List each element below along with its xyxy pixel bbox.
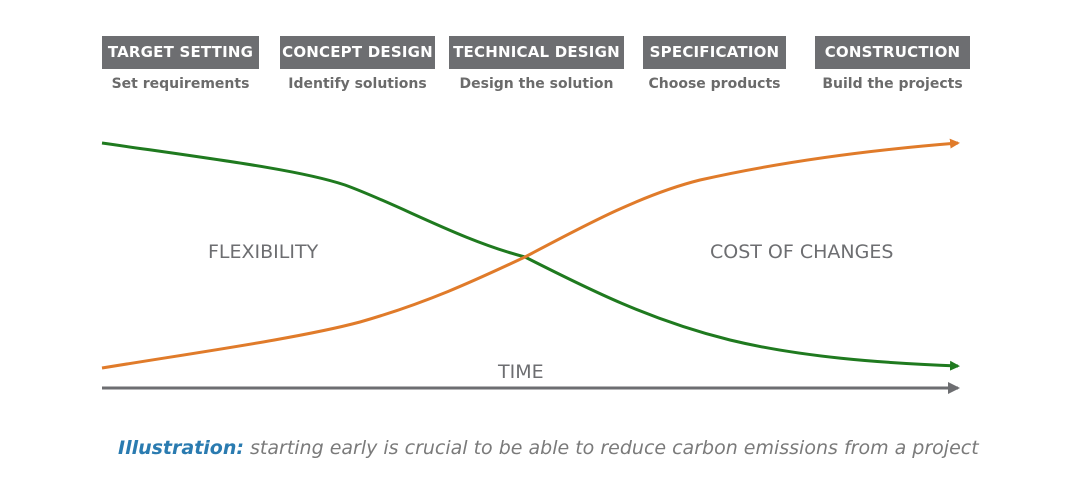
phase-subtitle: Choose products: [648, 76, 781, 92]
phase-header: TECHNICAL DESIGN: [449, 36, 624, 69]
phase-subtitle: Identify solutions: [288, 76, 427, 92]
phase-header: TARGET SETTING: [102, 36, 259, 69]
phase-header: CONSTRUCTION: [815, 36, 970, 69]
caption: Illustration: starting early is crucial …: [118, 437, 979, 459]
phase-0: TARGET SETTING Set requirements: [102, 36, 259, 92]
cost-curve: [101, 138, 960, 370]
phase-4: CONSTRUCTION Build the projects: [815, 36, 970, 92]
phase-header: CONCEPT DESIGN: [280, 36, 435, 69]
phase-subtitle: Design the solution: [459, 76, 614, 92]
phase-3: SPECIFICATION Choose products: [643, 36, 786, 92]
flexibility-label: FLEXIBILITY: [208, 241, 319, 263]
phase-header: SPECIFICATION: [643, 36, 786, 69]
phase-2: TECHNICAL DESIGN Design the solution: [449, 36, 624, 92]
phase-subtitle: Set requirements: [111, 76, 250, 92]
phase-1: CONCEPT DESIGN Identify solutions: [280, 36, 435, 92]
cost-of-changes-label: COST OF CHANGES: [710, 241, 894, 263]
phase-subtitle: Build the projects: [822, 76, 963, 92]
caption-text: starting early is crucial to be able to …: [243, 437, 979, 459]
caption-lead: Illustration:: [118, 437, 244, 459]
time-axis-label: TIME: [498, 361, 544, 383]
